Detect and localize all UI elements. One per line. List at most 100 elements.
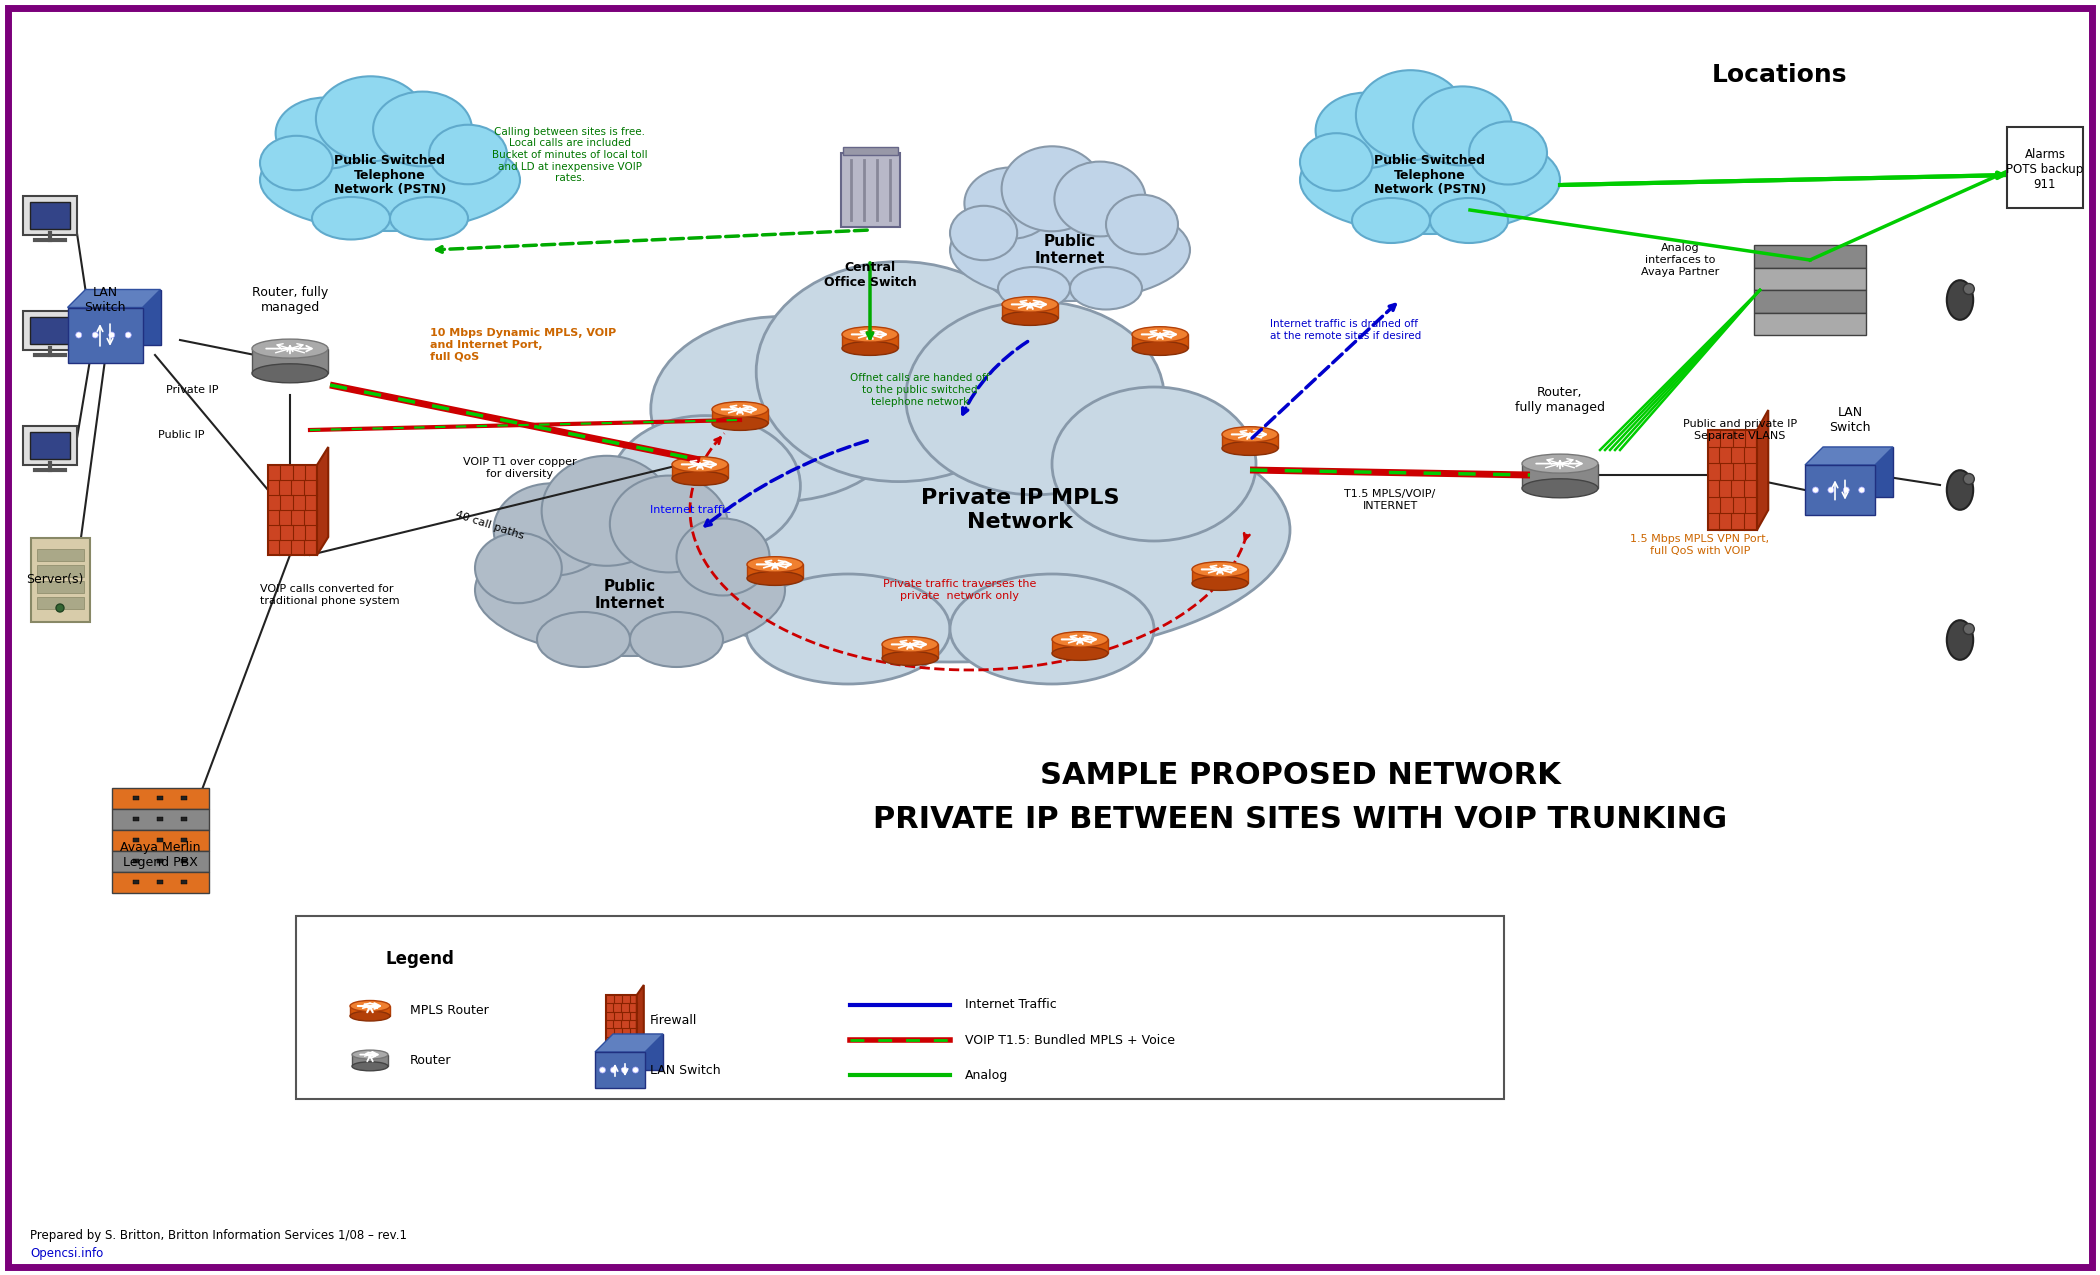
Ellipse shape xyxy=(542,455,672,566)
Text: Offnet calls are handed off
to the public switched
telephone network: Offnet calls are handed off to the publi… xyxy=(850,374,989,407)
Ellipse shape xyxy=(1107,195,1178,254)
Text: T1.5 MPLS/VOIP/
INTERNET: T1.5 MPLS/VOIP/ INTERNET xyxy=(1344,490,1436,511)
FancyBboxPatch shape xyxy=(1754,312,1867,335)
Polygon shape xyxy=(67,289,160,307)
Ellipse shape xyxy=(494,483,611,576)
Circle shape xyxy=(1844,487,1850,493)
Ellipse shape xyxy=(1054,162,1147,236)
FancyBboxPatch shape xyxy=(181,838,187,842)
Circle shape xyxy=(622,1067,628,1074)
Text: 40 call paths: 40 call paths xyxy=(454,509,525,541)
Ellipse shape xyxy=(882,652,939,666)
Ellipse shape xyxy=(1357,70,1466,161)
Ellipse shape xyxy=(475,533,563,603)
Text: Opencsi.info: Opencsi.info xyxy=(29,1247,103,1261)
Ellipse shape xyxy=(1132,342,1189,356)
Ellipse shape xyxy=(1002,311,1058,325)
Polygon shape xyxy=(1707,430,1758,530)
Ellipse shape xyxy=(1947,620,1974,659)
Polygon shape xyxy=(67,307,143,362)
Text: Router,
fully managed: Router, fully managed xyxy=(1514,386,1604,414)
Circle shape xyxy=(598,1067,605,1074)
Ellipse shape xyxy=(1002,147,1102,231)
Text: Public Switched
Telephone
Network (PSTN): Public Switched Telephone Network (PSTN) xyxy=(1373,153,1487,196)
Text: Router, fully
managed: Router, fully managed xyxy=(252,286,328,314)
Text: Private IP: Private IP xyxy=(166,385,218,395)
FancyBboxPatch shape xyxy=(1522,464,1598,488)
Ellipse shape xyxy=(672,456,729,472)
Polygon shape xyxy=(636,986,645,1046)
FancyBboxPatch shape xyxy=(111,872,208,892)
FancyBboxPatch shape xyxy=(32,538,90,622)
Ellipse shape xyxy=(842,326,899,342)
Ellipse shape xyxy=(1352,198,1430,244)
Ellipse shape xyxy=(1947,470,1974,510)
FancyBboxPatch shape xyxy=(111,850,208,872)
Ellipse shape xyxy=(672,472,729,486)
Text: Public
Internet: Public Internet xyxy=(594,579,666,611)
FancyBboxPatch shape xyxy=(36,550,84,561)
Ellipse shape xyxy=(538,612,630,667)
Ellipse shape xyxy=(949,205,1016,260)
Ellipse shape xyxy=(949,574,1155,683)
Circle shape xyxy=(611,1067,617,1074)
Ellipse shape xyxy=(1964,283,1974,295)
Ellipse shape xyxy=(1947,280,1974,320)
Ellipse shape xyxy=(1315,93,1415,168)
Ellipse shape xyxy=(353,1062,388,1071)
Text: Server(s): Server(s) xyxy=(27,574,84,586)
Ellipse shape xyxy=(428,125,506,185)
Ellipse shape xyxy=(1470,121,1548,185)
Ellipse shape xyxy=(748,571,802,585)
Text: 10 Mbps Dynamic MPLS, VOIP
and Internet Port,
full QoS: 10 Mbps Dynamic MPLS, VOIP and Internet … xyxy=(430,329,615,362)
Ellipse shape xyxy=(1193,562,1247,578)
FancyBboxPatch shape xyxy=(29,431,69,459)
Ellipse shape xyxy=(260,129,521,231)
Ellipse shape xyxy=(1071,266,1142,310)
Ellipse shape xyxy=(1052,388,1256,541)
Ellipse shape xyxy=(252,339,328,358)
Ellipse shape xyxy=(1193,576,1247,590)
Ellipse shape xyxy=(630,612,722,667)
Ellipse shape xyxy=(964,167,1056,238)
Ellipse shape xyxy=(1413,87,1512,166)
Text: Public Switched
Telephone
Network (PSTN): Public Switched Telephone Network (PSTN) xyxy=(334,153,445,196)
FancyBboxPatch shape xyxy=(158,880,164,884)
FancyBboxPatch shape xyxy=(29,316,69,343)
Circle shape xyxy=(126,332,130,338)
Ellipse shape xyxy=(1300,126,1560,235)
Polygon shape xyxy=(1806,448,1892,465)
FancyBboxPatch shape xyxy=(36,597,84,609)
Ellipse shape xyxy=(1052,646,1109,660)
Polygon shape xyxy=(842,334,899,348)
Ellipse shape xyxy=(315,76,424,162)
Ellipse shape xyxy=(949,199,1191,301)
Text: LAN
Switch: LAN Switch xyxy=(1829,405,1871,434)
Polygon shape xyxy=(613,1034,664,1070)
FancyBboxPatch shape xyxy=(111,830,208,850)
Ellipse shape xyxy=(712,402,769,417)
Ellipse shape xyxy=(1522,454,1598,473)
FancyBboxPatch shape xyxy=(158,838,164,842)
Text: Router: Router xyxy=(410,1053,452,1066)
Text: LAN
Switch: LAN Switch xyxy=(84,286,126,314)
Polygon shape xyxy=(1052,639,1109,653)
Ellipse shape xyxy=(746,574,949,683)
FancyBboxPatch shape xyxy=(158,859,164,863)
Ellipse shape xyxy=(351,1011,391,1021)
FancyBboxPatch shape xyxy=(842,147,897,156)
Polygon shape xyxy=(1806,465,1875,515)
Circle shape xyxy=(1812,487,1819,493)
Ellipse shape xyxy=(748,557,802,572)
FancyBboxPatch shape xyxy=(353,1054,388,1066)
Circle shape xyxy=(632,1067,638,1074)
FancyBboxPatch shape xyxy=(132,859,139,863)
Ellipse shape xyxy=(260,136,332,190)
Text: Public
Internet: Public Internet xyxy=(1035,233,1105,266)
Polygon shape xyxy=(1758,411,1768,530)
Polygon shape xyxy=(607,994,636,1046)
Text: Private IP MPLS
Network: Private IP MPLS Network xyxy=(920,488,1119,532)
Text: MPLS Router: MPLS Router xyxy=(410,1003,489,1016)
Ellipse shape xyxy=(313,198,391,240)
Text: Avaya Merlin
Legend PBX: Avaya Merlin Legend PBX xyxy=(120,842,200,870)
